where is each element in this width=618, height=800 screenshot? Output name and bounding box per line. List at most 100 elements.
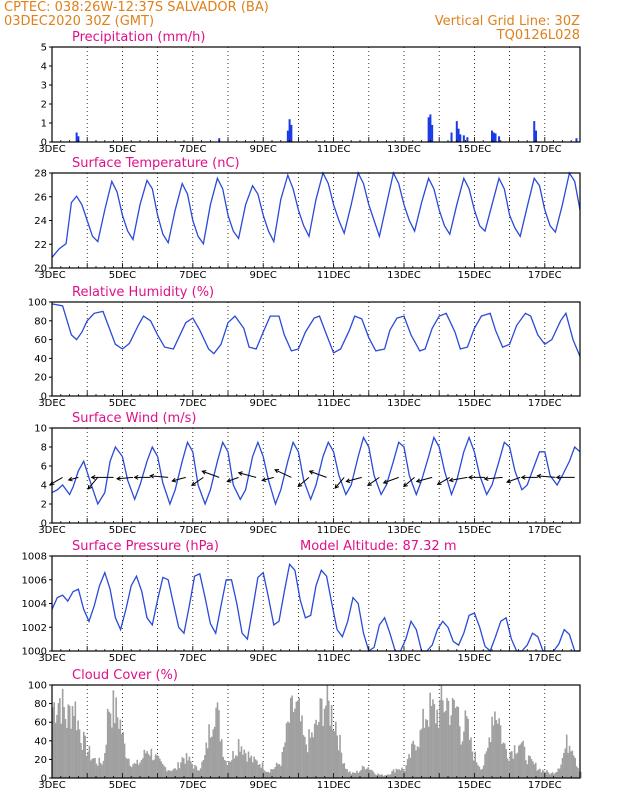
cloud-bar [439,699,441,778]
cloud-bar [129,765,132,778]
cloud-bar [496,723,499,778]
cloud-bar [426,720,429,778]
cloud-bar [305,744,308,778]
cloud-bar [425,719,427,778]
cloud-bar [247,751,250,778]
y-tick-label: 24 [34,216,47,227]
cloud-bar [188,756,191,778]
cloud-bar [336,735,339,778]
precip-bar [429,114,432,142]
cloud-bar [509,751,512,778]
x-tick-label: 15DEC [458,144,492,155]
cloud-bar [273,769,275,778]
cloud-bar [543,771,545,778]
cloud-bar [367,767,369,778]
wind-arrow [227,476,239,482]
x-tick-label: 9DEC [250,144,277,155]
cloud-bar [361,765,364,778]
y-tick-label: 8 [41,443,47,454]
panel-title: Surface Wind (m/s) [72,411,196,426]
cloud-bar [470,737,472,778]
cloud-bar [92,758,95,778]
wind-arrow-head [237,471,243,476]
x-tick-label: 11DEC [317,398,351,409]
precip-bar [77,136,80,142]
header-model-code: TQ0126L028 [496,28,580,43]
cloud-bar [484,754,486,778]
cloud-bar [446,698,448,778]
precip-bar [290,124,293,142]
x-tick-label: 7DEC [179,398,206,409]
cloud-bar [572,755,575,778]
series-line [51,171,581,258]
cloud-bar [351,772,354,778]
header-run-date: 03DEC2020 30Z (GMT) [4,14,155,29]
wind-arrow-head [149,473,155,479]
wind-arrow-head [308,470,314,475]
cloud-bar [343,763,346,778]
cloud-bar [554,772,557,778]
wind-arrow [537,475,556,478]
cloud-bar [508,761,510,778]
cloud-bar [525,760,527,778]
chart-panel-2: 20 22 24 26 28 3DEC 5DEC 7DEC 9DEC 11DEC 13DEC 15DE… [34,156,581,281]
cloud-bar [580,771,582,778]
x-tick-label: 9DEC [250,780,277,791]
cloud-bar [133,762,136,778]
cloud-bar [429,692,431,778]
cloud-bar [401,767,403,778]
cloud-bar [52,707,54,778]
cloud-bar [415,750,417,778]
cloud-bar [551,772,554,778]
panel-title: Surface Pressure (hPa) [72,539,219,554]
cloud-bar [398,769,400,778]
cloud-bar [198,770,201,778]
x-tick-label: 17DEC [528,144,562,155]
cloud-bar [461,741,464,778]
cloud-bar [299,721,302,778]
x-tick-label: 17DEC [528,780,562,791]
cloud-bar [404,771,406,778]
chart-panel-4: 0 2 4 6 8 10 3DEC 5DEC 7DEC 9DEC 11DEC 13DEC 15DEC 17… [34,411,581,536]
wind-arrow [202,470,220,478]
cloud-bar [212,729,215,778]
cloud-bar [109,713,112,778]
cloud-bar [433,704,436,778]
x-tick-label: 3DEC [38,398,65,409]
cloud-bar [253,756,255,778]
cloud-bar [281,752,284,778]
cloud-bar [349,771,351,778]
cloud-bar [478,766,481,778]
cloud-bar [104,753,106,778]
cloud-bar [61,688,64,778]
cloud-bar [220,739,223,778]
cloud-bar [399,770,402,778]
cloud-bar [511,751,513,778]
cloud-bar [380,774,382,778]
cloud-bar [325,705,327,778]
y-tick-label: 0 [41,392,47,403]
x-tick-label: 17DEC [528,525,562,536]
cloud-bar [68,705,71,778]
cloud-bar [467,718,469,778]
plot-frame [51,46,581,143]
cloud-bar [546,770,548,778]
x-tick-label: 7DEC [179,144,206,155]
cloud-bar [558,768,561,778]
cloud-bar [326,685,329,778]
cloud-bar [260,767,262,778]
cloud-bar [516,752,519,778]
cloud-bar [149,755,151,778]
cloud-bar [564,748,567,778]
cloud-bar [315,719,317,778]
cloud-bar [126,758,129,778]
cloud-bar [202,760,205,778]
cloud-bar [347,772,350,778]
cloud-bar [553,774,555,778]
cloud-bar [477,765,479,778]
precip-bar [535,130,537,142]
cloud-bar [574,757,576,778]
chart-panel-3: 0 20 40 60 80 100 3DEC 5DEC 7DEC 9DEC 11DEC 13DEC 15… [28,285,581,409]
cloud-bar [530,759,533,778]
